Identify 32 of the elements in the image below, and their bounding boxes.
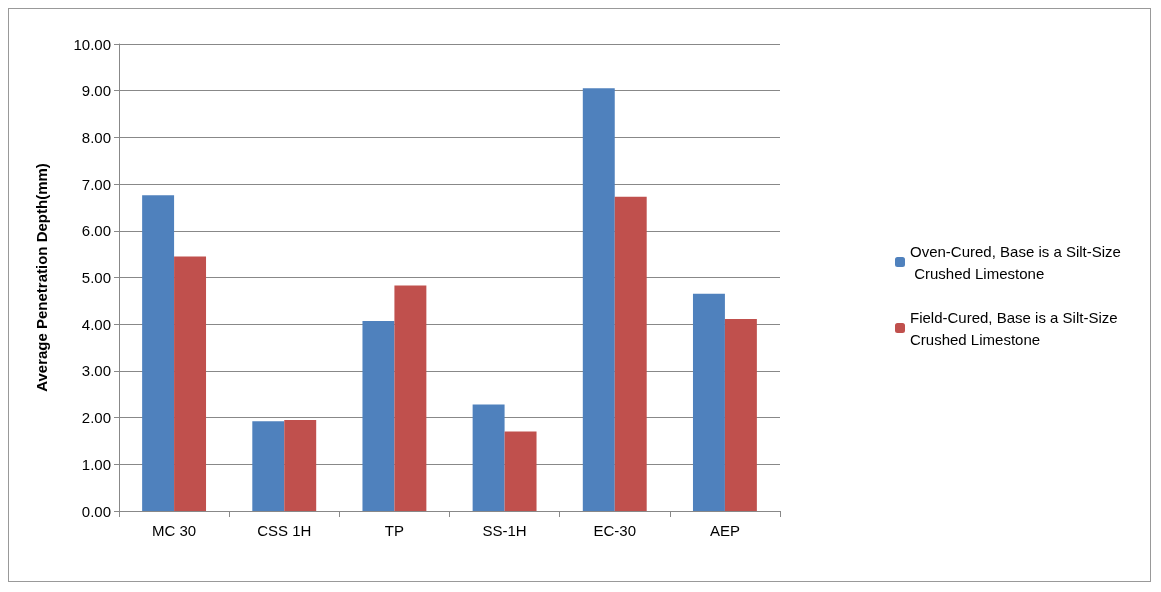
y-tick-label: 10.00	[73, 35, 111, 53]
y-tick-label: 4.00	[81, 315, 111, 333]
bar	[692, 293, 725, 511]
x-tick-label: SS-1H	[482, 522, 527, 539]
bar	[252, 421, 285, 511]
y-tick-label: 9.00	[81, 82, 111, 100]
x-tick-label: EC-30	[593, 522, 637, 539]
bar	[472, 404, 505, 511]
legend-label: Oven-Cured, Base is a Silt-Size Crushed Limestone	[910, 242, 1121, 282]
x-tick-label: CSS 1H	[257, 522, 312, 539]
y-tick-label: 5.00	[81, 269, 111, 286]
y-tick-label: 0.00	[81, 502, 111, 520]
bar	[614, 196, 647, 511]
x-tick-label: AEP	[709, 522, 740, 539]
bar	[142, 195, 175, 511]
bar	[284, 419, 317, 511]
bar	[174, 256, 207, 511]
y-tick-label: 6.00	[81, 222, 111, 240]
legend-label: Field-Cured, Base is a Silt-Size Crushed Limestone	[910, 308, 1122, 348]
bar	[394, 285, 427, 511]
bar	[724, 319, 757, 511]
y-tick-label: 3.00	[81, 362, 111, 380]
bar	[582, 88, 615, 511]
bar	[504, 431, 537, 511]
bar	[362, 320, 395, 511]
y-tick-label: 1.00	[81, 455, 111, 473]
x-tick-label: TP	[384, 522, 404, 539]
y-tick-label: 8.00	[81, 128, 111, 146]
y-axis-title: Average Penetration Depth(mm)	[33, 163, 50, 392]
y-tick-label: 2.00	[81, 409, 111, 427]
y-tick-label: 7.00	[81, 175, 111, 193]
x-tick-label: MC 30	[151, 522, 197, 539]
